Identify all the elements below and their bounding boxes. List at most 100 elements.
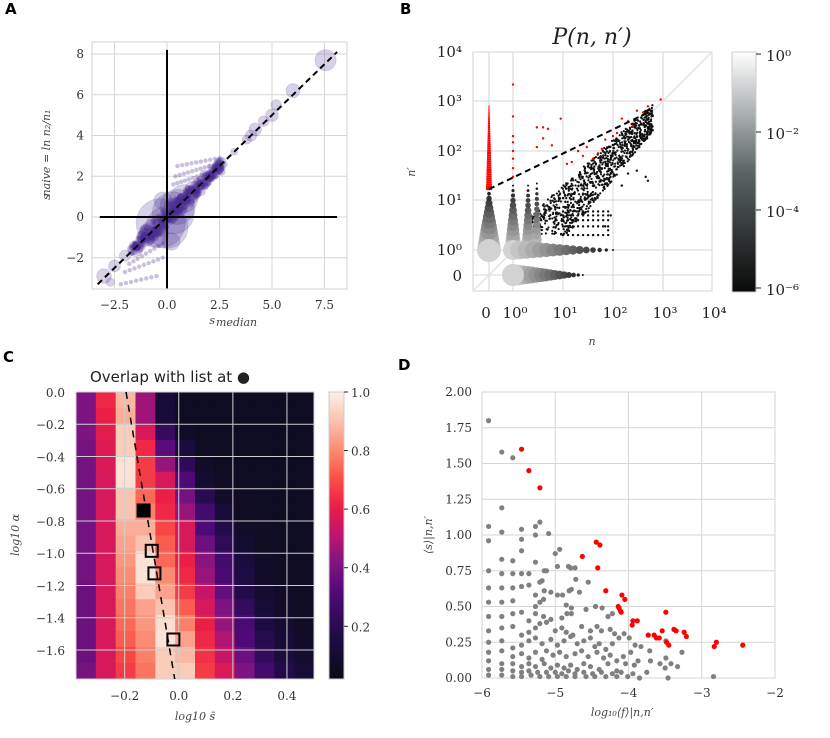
data-point	[635, 147, 638, 150]
bubble	[581, 274, 584, 276]
heatmap-cell	[294, 423, 315, 441]
heatmap-cell	[175, 583, 196, 600]
gray-point	[532, 649, 539, 655]
data-point	[635, 135, 639, 138]
data-point	[208, 172, 217, 181]
data-point	[561, 197, 565, 200]
data-point	[609, 145, 612, 149]
heatmap-cell	[76, 407, 97, 425]
heatmap-cell	[76, 535, 97, 552]
heatmap-cell	[274, 487, 295, 505]
data-point	[587, 194, 590, 197]
heatmap-cell	[155, 439, 176, 457]
data-point	[630, 132, 634, 136]
red-point	[591, 157, 595, 160]
gray-point	[644, 669, 650, 675]
data-point	[212, 163, 220, 170]
bubble	[512, 184, 514, 187]
data-point	[630, 122, 633, 126]
heatmap-cell	[234, 599, 255, 616]
gray-point	[548, 636, 554, 642]
data-point	[137, 235, 142, 241]
data-point	[597, 176, 600, 179]
data-point	[591, 198, 594, 202]
data-point	[567, 205, 570, 208]
heatmap-cell	[135, 423, 156, 441]
data-point	[175, 163, 180, 169]
data-point	[619, 156, 622, 159]
data-point	[563, 185, 567, 189]
red-point	[511, 149, 515, 153]
data-point	[201, 182, 209, 190]
red-point	[486, 162, 492, 165]
red-point	[511, 166, 515, 170]
data-point	[184, 180, 200, 196]
gray-point	[554, 642, 561, 648]
gray-point	[485, 599, 492, 605]
data-point	[136, 245, 144, 253]
heatmap-cell	[294, 487, 315, 505]
data-point	[576, 180, 579, 183]
data-point	[174, 206, 180, 211]
data-point	[182, 178, 188, 183]
data-point	[213, 160, 219, 166]
data-point	[565, 187, 568, 190]
data-point	[572, 196, 575, 199]
data-point	[144, 236, 152, 244]
gray-point	[679, 649, 685, 655]
gray-point	[579, 623, 585, 630]
gray-point	[485, 585, 492, 591]
data-point	[583, 169, 586, 172]
x-tick-label: 10³	[652, 304, 677, 322]
colorbar-tick-label: 10⁻⁶	[766, 281, 799, 299]
data-point	[586, 218, 590, 222]
gray-point	[552, 669, 558, 675]
y-tick-label: 0.00	[445, 671, 472, 685]
data-point	[635, 169, 639, 172]
data-point	[637, 138, 640, 142]
data-point	[585, 172, 588, 175]
x-tick-label: 2.5	[210, 298, 229, 312]
bubble	[485, 199, 493, 207]
data-point	[570, 182, 573, 185]
data-point	[579, 195, 582, 198]
data-point	[613, 139, 616, 143]
data-point	[583, 166, 586, 169]
y-axis-label: n′	[405, 167, 418, 177]
data-point	[219, 167, 225, 172]
heatmap-cell	[115, 455, 136, 473]
heatmap-cell	[95, 663, 117, 680]
gray-point	[710, 673, 717, 680]
data-point	[605, 150, 609, 153]
heatmap-cell	[294, 631, 315, 648]
red-point	[486, 175, 492, 178]
data-point	[139, 277, 144, 282]
data-point	[587, 179, 590, 182]
data-point	[586, 190, 589, 193]
data-point	[561, 214, 565, 217]
data-point	[555, 219, 558, 222]
data-point	[614, 138, 618, 141]
data-point	[631, 151, 634, 154]
gray-point	[526, 571, 532, 577]
data-point	[639, 132, 642, 135]
bubble	[568, 245, 578, 255]
data-point	[210, 174, 216, 180]
data-point	[565, 211, 568, 215]
data-point	[174, 211, 180, 217]
data-point	[215, 166, 224, 175]
colorbar-tick-label: 0.6	[351, 503, 370, 517]
gray-point	[537, 599, 543, 605]
data-point	[544, 222, 547, 225]
data-point	[618, 154, 621, 157]
data-point	[590, 177, 593, 180]
colorbar-tick-label: 1.0	[351, 386, 370, 400]
data-point	[621, 144, 624, 147]
gray-point	[518, 642, 525, 648]
data-point	[177, 193, 183, 200]
heatmap-cell	[195, 471, 216, 489]
data-point	[622, 150, 625, 153]
data-point	[574, 200, 577, 203]
red-point	[641, 111, 645, 114]
heatmap-cell	[234, 392, 255, 409]
